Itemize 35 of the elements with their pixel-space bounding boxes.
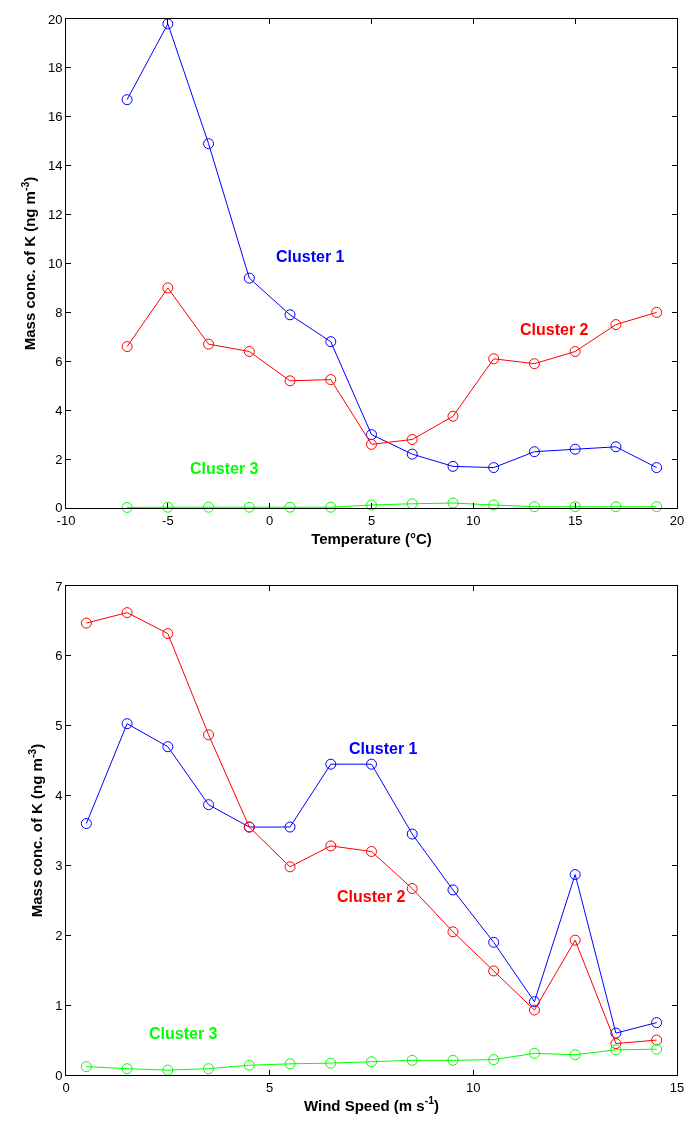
- y-tick-label: 6: [55, 353, 63, 369]
- y-tick-label: 20: [47, 11, 63, 27]
- x-tick-label: 0: [266, 512, 274, 528]
- y-tick-label: 8: [55, 304, 63, 320]
- y-tick-label: 2: [55, 451, 63, 467]
- y-tick-label: 16: [47, 109, 63, 125]
- y-tick-label: 1: [55, 997, 63, 1013]
- x-tick-label: 15: [567, 512, 583, 528]
- y-tick-label: 12: [47, 207, 63, 223]
- x-tick-label: 5: [266, 1079, 274, 1095]
- y-tick-label: 4: [55, 788, 63, 804]
- x-tick-label: 10: [466, 1079, 481, 1095]
- x-axis-title: Temperature (°C): [311, 529, 432, 547]
- y-tick-label: 5: [55, 718, 63, 734]
- y-tick-label: 18: [47, 60, 63, 76]
- y-tick-label: 7: [55, 578, 63, 594]
- x-tick-label: -5: [162, 512, 174, 528]
- series-label: Cluster 3: [149, 1025, 218, 1042]
- x-tick-label: 5: [367, 512, 376, 528]
- y-tick-label: 3: [55, 858, 63, 874]
- y-tick-label: 0: [55, 1067, 63, 1083]
- y-tick-label: 14: [47, 158, 63, 174]
- y-tick-label: 10: [47, 256, 63, 272]
- y-tick-label: 6: [55, 648, 63, 664]
- series-label: Cluster 2: [520, 321, 589, 338]
- x-tick-label: 20: [669, 512, 685, 528]
- series-label: Cluster 3: [190, 460, 259, 477]
- series-label: Cluster 2: [337, 888, 406, 905]
- y-tick-label: 2: [55, 927, 63, 943]
- series-label: Cluster 1: [276, 248, 345, 265]
- x-tick-label: 15: [669, 1079, 685, 1095]
- x-tick-label: 10: [466, 512, 481, 528]
- series-label: Cluster 1: [349, 740, 418, 757]
- x-axis-title: Wind Speed (m s$^{-1}$): [303, 1094, 440, 1114]
- y-tick-label: 4: [55, 402, 63, 418]
